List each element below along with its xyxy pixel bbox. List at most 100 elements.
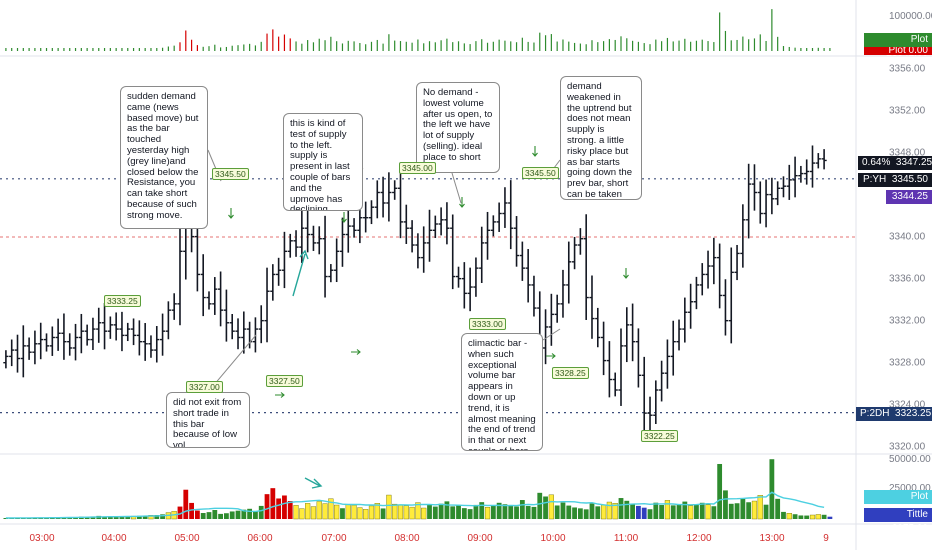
volume-bar <box>821 514 827 519</box>
volume-bar <box>409 506 415 520</box>
volume-bar <box>641 507 647 519</box>
price-bar <box>409 220 415 253</box>
note-connector <box>542 328 561 341</box>
price-bar <box>740 204 746 268</box>
price-bars <box>3 145 827 431</box>
trend-arrow <box>292 249 309 297</box>
price-bar <box>821 149 827 170</box>
price-bar <box>589 275 595 339</box>
price-bar <box>786 164 792 200</box>
volume-bar <box>397 504 404 520</box>
volume-bar <box>653 502 659 519</box>
prev-close-badge: 3344.25 <box>886 190 932 204</box>
volume-bar <box>723 490 728 519</box>
price-bar <box>32 330 38 365</box>
volume-bar <box>659 505 665 519</box>
price-bar <box>809 145 816 188</box>
price-axis[interactable]: 3356.003352.003348.003344.003340.003336.… <box>889 11 932 494</box>
price-bar <box>734 244 740 281</box>
price-bar <box>218 271 224 327</box>
price-bar <box>722 279 729 336</box>
price-bar <box>43 333 50 352</box>
price-bar <box>305 208 311 253</box>
volume-bar <box>728 503 734 519</box>
volume-bar <box>502 504 508 519</box>
volume-bar <box>740 498 746 519</box>
time-tick-label: 09:00 <box>467 533 492 544</box>
price-bar <box>380 176 386 218</box>
note-test-of-supply[interactable]: this is kind of test of supply to the le… <box>283 113 363 211</box>
volume-bar <box>572 507 577 519</box>
volume-bar <box>287 501 293 519</box>
volume-bar <box>583 509 589 519</box>
price-bar <box>583 214 589 320</box>
price-bar <box>154 326 160 363</box>
price-bar <box>229 314 235 340</box>
volume-bar <box>340 508 345 519</box>
prev-close-value: 3344.25 <box>891 191 928 202</box>
volume-bar <box>200 513 206 519</box>
volume-bars <box>3 459 833 520</box>
note-demand-weakened[interactable]: demand weakened in the uptrend but does … <box>560 76 642 200</box>
price-bar <box>113 312 119 341</box>
note-sudden-demand[interactable]: sudden demand came (news based move) but… <box>120 86 208 229</box>
price-bar <box>264 267 270 343</box>
level-value: 3345.50 <box>891 174 928 185</box>
price-bar <box>78 313 84 354</box>
price-bar <box>450 214 456 290</box>
note-no-demand[interactable]: No demand - lowest volume after us open,… <box>416 82 500 173</box>
time-axis[interactable]: 03:00 04:00 05:00 06:00 07:00 08:00 09:00 10:00… <box>29 533 829 544</box>
volume-bar <box>247 508 253 519</box>
price-bar <box>212 277 218 315</box>
note-did-not-exit[interactable]: did not exit from short trade in this ba… <box>166 392 250 448</box>
price-bar <box>206 291 212 310</box>
vol-title-badge: Tittle 2075.00 <box>864 508 932 534</box>
price-bar <box>67 333 73 356</box>
trend-arrow <box>304 477 323 489</box>
volume-bar <box>450 506 456 519</box>
volume-bar <box>519 500 525 519</box>
volume-bar <box>757 495 763 520</box>
note-connector <box>451 172 462 204</box>
volume-bar <box>711 506 717 519</box>
volume-bar <box>636 505 641 519</box>
current-price-badge: 0.64% 3347.25 <box>858 156 932 170</box>
time-tick-label: 08:00 <box>394 533 419 544</box>
price-bar <box>90 317 96 350</box>
price-bar <box>490 215 496 237</box>
price-bar <box>467 267 473 312</box>
price-bar <box>223 289 230 342</box>
volume-bar <box>694 504 699 519</box>
price-bar <box>560 269 566 318</box>
price-bar <box>566 241 572 304</box>
volume-bar <box>699 502 705 519</box>
price-bar <box>815 153 821 169</box>
volume-bar <box>119 516 125 519</box>
volume-bar <box>276 498 282 519</box>
volume-bar <box>525 506 531 519</box>
volume-bar <box>618 498 624 519</box>
volume-bar <box>612 503 618 520</box>
volume-bar <box>461 508 467 519</box>
top-tick-label: 100000.00 <box>889 11 932 22</box>
badge-value: 2075.00 <box>891 523 928 534</box>
volume-bar <box>374 503 380 520</box>
bar-label: 3345.50 <box>212 168 249 180</box>
volume-bar <box>415 502 421 520</box>
price-tick-label: 3340.00 <box>889 232 926 243</box>
volume-bar <box>531 506 537 519</box>
volume-bar <box>577 508 583 519</box>
volume-bar <box>160 514 165 519</box>
annotation-marks <box>207 146 629 489</box>
price-bar <box>769 177 775 215</box>
volume-bar <box>264 494 270 519</box>
volume-bar <box>543 496 548 519</box>
price-bar <box>479 226 485 283</box>
bar-label: 3345.50 <box>522 167 559 179</box>
volume-bar <box>624 500 630 519</box>
price-bar <box>624 307 630 363</box>
note-climactic-bar[interactable]: climactic bar - when such exceptional vo… <box>461 333 543 451</box>
price-bar <box>49 326 55 356</box>
volume-bar <box>566 505 572 519</box>
